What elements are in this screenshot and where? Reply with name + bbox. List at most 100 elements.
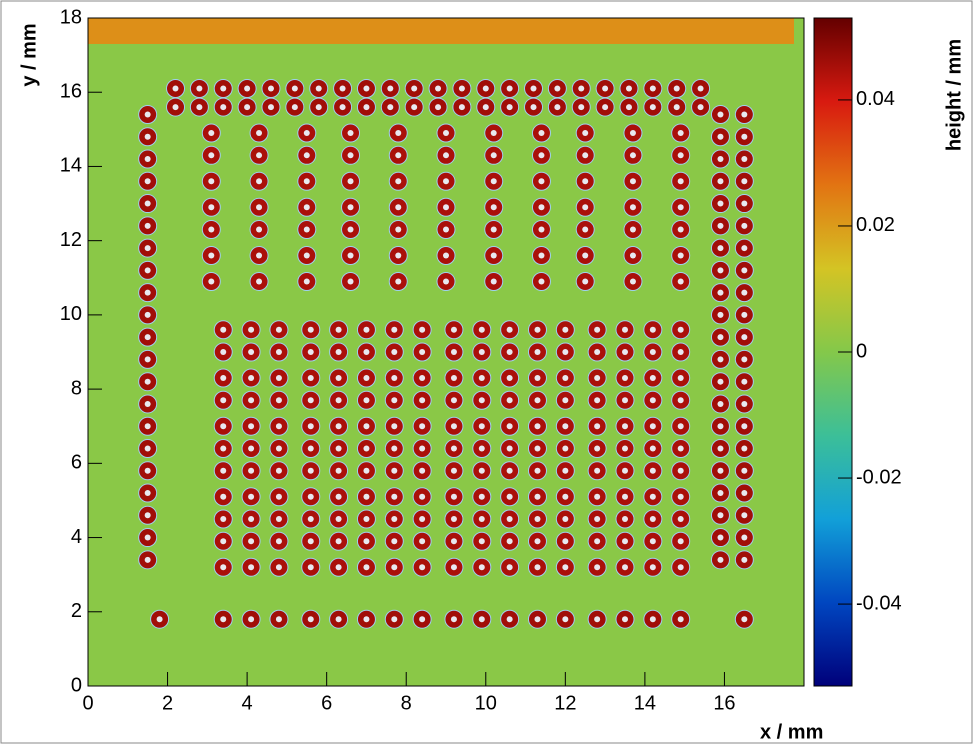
pad-center [220,397,226,403]
pad-center [391,616,397,622]
pad-center [678,327,684,333]
pad-center [363,375,369,381]
pad-center [276,349,282,355]
pad-center [145,267,151,273]
pad-center [292,86,298,92]
pad-center [622,375,628,381]
colorbar-tick-label: -0.02 [856,466,902,488]
pad-center [531,86,537,92]
pad-center [650,327,656,333]
pad-center [391,445,397,451]
pad-center [411,86,417,92]
pad-center [340,86,346,92]
pad-center [304,130,310,136]
pad-center [419,564,425,570]
pad-center [562,564,568,570]
pad-center [678,152,684,158]
pad-center [256,253,262,259]
pad-center [678,204,684,210]
pad-center [292,104,298,110]
pad-center [507,327,513,333]
pad-center [507,616,513,622]
y-tick-label: 16 [60,81,82,103]
pad-center [451,375,457,381]
pad-center [538,152,544,158]
pad-center [741,334,747,340]
pad-center [650,375,656,381]
pad-center [336,516,342,522]
pad-center [316,86,322,92]
pad-center [674,86,680,92]
pad-center [630,227,636,233]
pad-center [650,538,656,544]
pad-center [145,312,151,318]
pad-center [717,223,723,229]
pad-center [308,327,314,333]
pad-center [562,538,568,544]
pad-center [626,86,632,92]
pad-center [304,278,310,284]
pad-center [538,278,544,284]
pad-center [220,349,226,355]
pad-center [622,494,628,500]
pad-center [248,616,254,622]
pad-center [507,423,513,429]
pad-center [630,152,636,158]
pad-center [479,397,485,403]
colorbar-tick-label: 0.02 [856,214,895,236]
top-band [88,18,794,44]
y-tick-label: 18 [60,6,82,28]
pad-center [741,535,747,541]
pad-center [594,564,600,570]
pad-center [507,564,513,570]
pad-center [308,494,314,500]
pad-center [276,397,282,403]
pad-center [741,156,747,162]
pad-center [276,616,282,622]
pad-center [451,327,457,333]
x-tick-label: 14 [634,692,656,714]
pad-center [419,538,425,544]
pad-center [443,152,449,158]
pad-center [650,468,656,474]
pad-center [387,86,393,92]
pad-center [348,253,354,259]
pad-center [336,616,342,622]
pad-center [594,468,600,474]
pad-center [419,468,425,474]
pad-center [451,516,457,522]
pad-center [554,86,560,92]
pad-center [248,468,254,474]
pad-center [419,616,425,622]
y-tick-label: 8 [71,377,82,399]
pad-center [248,397,254,403]
pad-center [491,204,497,210]
pad-center [630,278,636,284]
pad-center [419,494,425,500]
pad-center [145,178,151,184]
pad-center [741,290,747,296]
pad-center [741,201,747,207]
pad-center [220,104,226,110]
y-tick-label: 6 [71,452,82,474]
pad-center [391,349,397,355]
pad-center [220,423,226,429]
pad-center [256,178,262,184]
pad-center [479,564,485,570]
pad-center [741,267,747,273]
x-tick-label: 16 [713,692,735,714]
pad-center [622,516,628,522]
pad-center [244,104,250,110]
pad-center [173,104,179,110]
pad-center [276,327,282,333]
pad-center [630,204,636,210]
pad-center [578,104,584,110]
pad-center [391,397,397,403]
pad-center [451,494,457,500]
pad-center [562,375,568,381]
pad-center [534,327,540,333]
pad-center [741,512,747,518]
pad-center [336,445,342,451]
pad-center [534,468,540,474]
pad-center [248,564,254,570]
